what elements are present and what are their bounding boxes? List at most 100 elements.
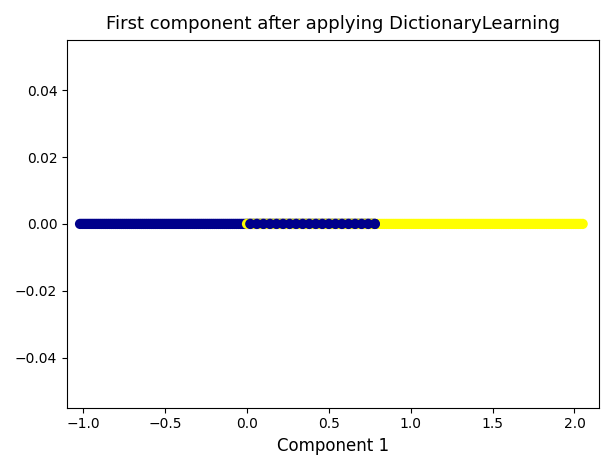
- Point: [295, 220, 305, 227]
- Point: [168, 220, 178, 227]
- Point: [494, 220, 504, 227]
- Point: [499, 220, 509, 227]
- Point: [370, 220, 379, 227]
- Point: [508, 220, 518, 227]
- Point: [298, 220, 308, 227]
- Point: [316, 220, 326, 227]
- Point: [301, 220, 311, 227]
- Point: [481, 220, 491, 227]
- Point: [454, 220, 464, 227]
- Point: [360, 220, 370, 227]
- Point: [89, 220, 99, 227]
- Point: [328, 220, 338, 227]
- Point: [241, 220, 251, 227]
- Point: [350, 220, 360, 227]
- Point: [172, 220, 182, 227]
- Point: [305, 220, 314, 227]
- Point: [354, 220, 364, 227]
- Point: [77, 220, 87, 227]
- Point: [269, 220, 279, 227]
- Point: [555, 220, 565, 227]
- Point: [242, 220, 252, 227]
- Point: [188, 220, 198, 227]
- Point: [334, 220, 344, 227]
- Point: [324, 220, 334, 227]
- Point: [208, 220, 217, 227]
- Point: [253, 220, 263, 227]
- Point: [190, 220, 200, 227]
- Point: [470, 220, 480, 227]
- Point: [562, 220, 572, 227]
- Point: [319, 220, 328, 227]
- Point: [373, 220, 383, 227]
- Point: [524, 220, 534, 227]
- Point: [287, 220, 297, 227]
- Point: [443, 220, 453, 227]
- Point: [243, 220, 253, 227]
- Point: [278, 220, 288, 227]
- Point: [330, 220, 340, 227]
- Point: [292, 220, 301, 227]
- Point: [308, 220, 317, 227]
- Point: [278, 220, 288, 227]
- Point: [249, 220, 259, 227]
- Point: [81, 220, 91, 227]
- Point: [395, 220, 405, 227]
- Point: [472, 220, 482, 227]
- Point: [156, 220, 166, 227]
- Point: [348, 220, 358, 227]
- Point: [490, 220, 500, 227]
- Point: [107, 220, 117, 227]
- Point: [281, 220, 290, 227]
- Point: [325, 220, 335, 227]
- Point: [268, 220, 278, 227]
- Point: [328, 220, 338, 227]
- Point: [357, 220, 367, 227]
- Point: [239, 220, 249, 227]
- Point: [146, 220, 156, 227]
- Point: [406, 220, 416, 227]
- Point: [225, 220, 235, 227]
- Point: [346, 220, 356, 227]
- Point: [275, 220, 285, 227]
- Point: [358, 220, 368, 227]
- Point: [79, 220, 89, 227]
- Point: [223, 220, 233, 227]
- Point: [463, 220, 473, 227]
- Point: [336, 220, 346, 227]
- Point: [144, 220, 154, 227]
- Point: [271, 220, 281, 227]
- Point: [178, 220, 188, 227]
- Point: [209, 220, 219, 227]
- Point: [176, 220, 186, 227]
- Point: [202, 220, 212, 227]
- Point: [251, 220, 261, 227]
- Point: [359, 220, 369, 227]
- Point: [285, 220, 295, 227]
- Point: [238, 220, 247, 227]
- Point: [558, 220, 567, 227]
- Point: [265, 220, 275, 227]
- Point: [350, 220, 360, 227]
- Point: [160, 220, 170, 227]
- Point: [308, 220, 318, 227]
- Point: [297, 220, 306, 227]
- Point: [384, 220, 394, 227]
- Point: [141, 220, 150, 227]
- Point: [245, 220, 255, 227]
- Point: [313, 220, 322, 227]
- Point: [336, 220, 346, 227]
- Point: [233, 220, 243, 227]
- Point: [379, 220, 389, 227]
- Point: [192, 220, 201, 227]
- Point: [551, 220, 561, 227]
- Point: [488, 220, 497, 227]
- Point: [347, 220, 357, 227]
- Point: [346, 220, 356, 227]
- Point: [537, 220, 547, 227]
- Point: [326, 220, 336, 227]
- Point: [416, 220, 426, 227]
- Point: [133, 220, 142, 227]
- Point: [125, 220, 134, 227]
- Point: [438, 220, 448, 227]
